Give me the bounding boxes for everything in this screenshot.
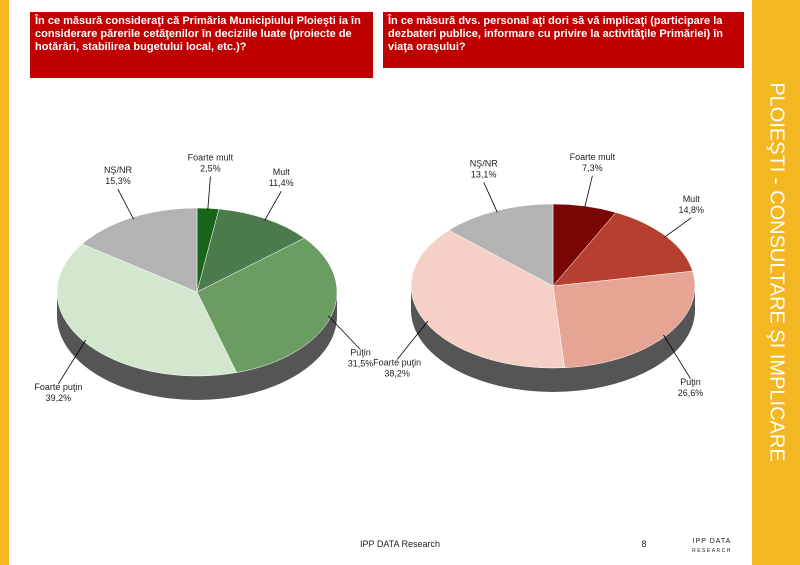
slice-value: 39,2% bbox=[46, 393, 72, 403]
slice-category: Foarte mult bbox=[570, 152, 616, 162]
slice-category: NŞ/NR bbox=[470, 158, 499, 168]
slice-value: 14,8% bbox=[678, 205, 704, 215]
leader-line bbox=[396, 320, 429, 360]
pie-slice bbox=[552, 212, 693, 287]
sidebar bbox=[752, 0, 800, 565]
leader-line bbox=[117, 189, 134, 220]
slice-value: 31,5% bbox=[348, 359, 374, 369]
leader-line bbox=[663, 334, 691, 380]
slice-category: Foarte puţin bbox=[34, 382, 82, 392]
sidebar-title: PLOIEŞTI - CONSULTARE ŞI IMPLICARE bbox=[766, 82, 788, 461]
slice-category: Foarte mult bbox=[188, 152, 234, 162]
pie-slice bbox=[196, 237, 338, 373]
logo: IPP DATA bbox=[693, 538, 732, 545]
slice-value: 13,1% bbox=[471, 169, 497, 179]
footer-source: IPP DATA Research bbox=[360, 539, 440, 549]
leader-line bbox=[663, 217, 692, 238]
pie-slice bbox=[410, 229, 565, 369]
slice-category: Mult bbox=[273, 167, 291, 177]
leader-line bbox=[584, 175, 593, 208]
slice-value: 26,6% bbox=[678, 388, 704, 398]
leader-line bbox=[207, 176, 211, 210]
slice-value: 38,2% bbox=[384, 368, 410, 378]
left-strip bbox=[0, 0, 9, 565]
question-2: În ce măsură dvs. personal aţi dori să v… bbox=[383, 12, 744, 68]
slice-value: 11,4% bbox=[269, 178, 294, 188]
pie-slice bbox=[448, 203, 554, 287]
slice-category: Puţin bbox=[350, 348, 371, 358]
pie-slice bbox=[81, 207, 198, 293]
slice-category: Foarte puţin bbox=[373, 357, 421, 367]
leader-line bbox=[483, 182, 498, 213]
slice-value: 15,3% bbox=[105, 176, 131, 186]
slice-category: NŞ/NR bbox=[104, 165, 133, 175]
leader-line bbox=[264, 190, 282, 221]
pie-slice bbox=[56, 243, 237, 377]
pie-slice bbox=[552, 270, 696, 368]
slice-value: 7,3% bbox=[582, 163, 603, 173]
slice-value: 2,5% bbox=[200, 163, 221, 173]
logo: RESEARCH bbox=[692, 548, 732, 554]
question-1: În ce măsură consideraţi că Primăria Mun… bbox=[30, 12, 373, 78]
leader-line bbox=[328, 315, 361, 350]
slice-category: Puţin bbox=[680, 377, 701, 387]
leader-line bbox=[58, 339, 87, 384]
page-number: 8 bbox=[641, 539, 646, 549]
pie-slice bbox=[196, 208, 305, 293]
slice-category: Mult bbox=[683, 194, 701, 204]
